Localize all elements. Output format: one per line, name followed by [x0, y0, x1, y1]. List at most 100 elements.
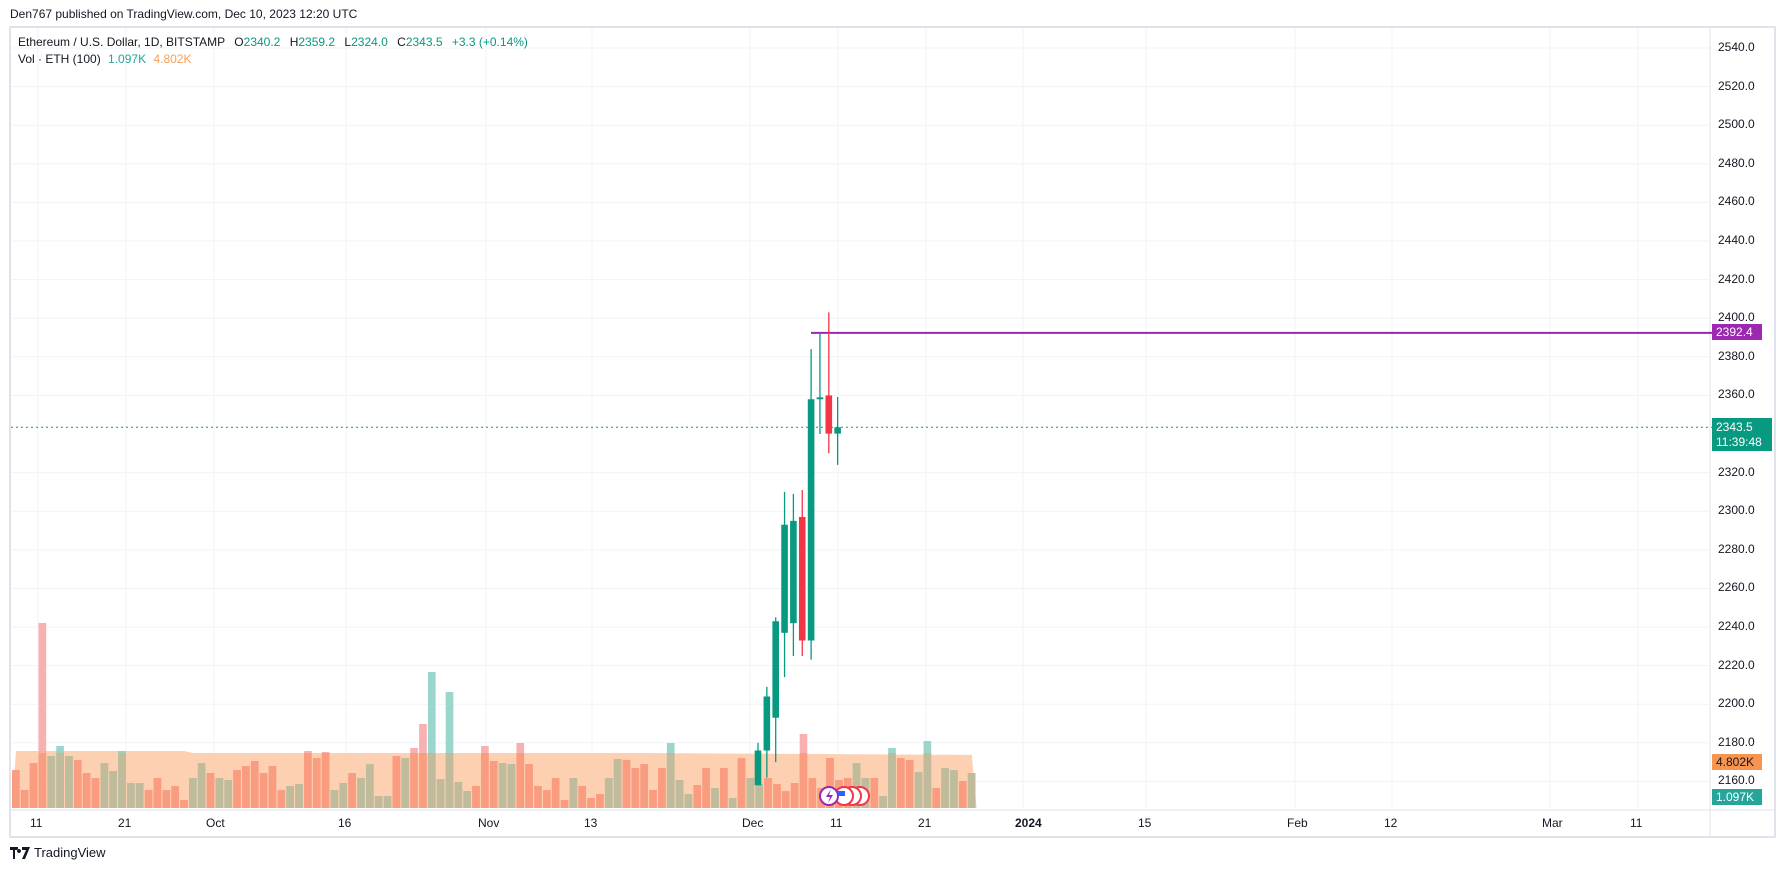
volume-bar-overlap	[932, 788, 941, 808]
candle-body	[825, 395, 833, 434]
candle-body	[834, 427, 841, 434]
volume-bar-overlap	[454, 782, 463, 808]
volume-bar-overlap	[127, 783, 135, 808]
candle-body	[781, 524, 788, 633]
volume-bar-overlap	[189, 778, 197, 808]
volume-bar-overlap	[383, 796, 392, 808]
price-tick-label: 2540.0	[1718, 40, 1755, 54]
volume-bar-overlap	[764, 778, 772, 808]
time-tick-label: 16	[338, 816, 352, 830]
volume-bar-overlap	[109, 771, 117, 808]
price-tick-label: 2180.0	[1718, 734, 1755, 749]
volume-bar-overlap	[374, 796, 383, 808]
volume-bar-overlap	[675, 780, 684, 808]
volume-bar-overlap	[427, 753, 436, 808]
volume-bar-overlap	[259, 773, 268, 808]
chart-frame	[9, 26, 1776, 838]
volume-bar-overlap	[321, 753, 330, 808]
volume-bar	[427, 672, 436, 808]
volume-bar-overlap	[171, 786, 179, 808]
legend-volume-label[interactable]: Vol · ETH (100)	[18, 52, 101, 66]
volume-bar-overlap	[180, 800, 188, 808]
volume-bar-overlap	[56, 753, 64, 808]
volume-bar-overlap	[879, 796, 887, 808]
volume-bar-overlap	[737, 758, 746, 808]
price-tick-label: 2240.0	[1718, 619, 1755, 633]
volume-bar-overlap	[711, 788, 719, 808]
volume-bar-overlap	[826, 758, 834, 808]
countdown-timer: 11:39:48	[1716, 435, 1762, 449]
volume-bar-overlap	[295, 784, 303, 808]
volume-bar-overlap	[684, 794, 693, 808]
volume-bar-overlap	[702, 768, 710, 808]
volume-bar-overlap	[596, 794, 604, 808]
volume-bar-overlap	[569, 778, 578, 808]
volume-bar-overlap	[277, 790, 286, 808]
volume-bar-overlap	[489, 761, 498, 808]
time-tick-label: Feb	[1287, 816, 1308, 830]
time-tick-label: 13	[584, 816, 598, 830]
price-tick-label: 2160.0	[1718, 773, 1755, 788]
price-tick-label: 2360.0	[1718, 387, 1755, 402]
candle-body	[807, 399, 815, 641]
legend-change: +3.3 (+0.14%)	[451, 35, 528, 49]
volume-bar-overlap	[693, 785, 702, 808]
volume-last-tag: 1.097K	[1712, 789, 1762, 805]
volume-bar-overlap	[613, 759, 622, 808]
volume-bar-overlap	[242, 766, 250, 808]
volume-bar-overlap	[215, 778, 224, 808]
volume-bar-overlap	[897, 758, 905, 808]
volume-bar-overlap	[720, 768, 728, 808]
price-tick-label: 2380.0	[1718, 348, 1755, 363]
volume-bar-overlap	[268, 766, 277, 808]
volume-bar-overlap	[604, 778, 613, 808]
volume-bar-overlap	[135, 783, 144, 808]
volume-bar-overlap	[312, 758, 321, 808]
volume-bar-overlap	[410, 753, 418, 808]
legend-symbol[interactable]: Ethereum / U.S. Dollar, 1D, BITSTAMP	[18, 35, 225, 49]
time-tick-label: Dec	[742, 816, 764, 830]
volume-bar-overlap	[12, 770, 20, 808]
price-tick-label: 2480.0	[1718, 155, 1755, 170]
tradingview-logo-icon	[10, 846, 30, 859]
legend-volume-row: Vol · ETH (100) 1.097K 4.802K	[18, 51, 528, 68]
lightning-glyph	[826, 789, 833, 803]
time-tick-label: Mar	[1542, 816, 1563, 830]
volume-bar-overlap	[870, 778, 879, 808]
volume-bar-overlap	[507, 764, 516, 808]
volume-bar-overlap	[348, 773, 356, 808]
volume-bar-overlap	[197, 763, 206, 808]
price-tick-label: 2220.0	[1718, 657, 1755, 672]
volume-bar-overlap	[622, 760, 631, 808]
volume-bar-overlap	[950, 770, 958, 808]
price-tick-label: 2280.0	[1718, 541, 1755, 556]
candle-body	[754, 750, 762, 786]
volume-bar-overlap	[543, 790, 551, 808]
volume-bar-overlap	[47, 756, 56, 808]
volume-bar-overlap	[516, 753, 525, 808]
price-tick-label: 2260.0	[1718, 580, 1755, 595]
chart-legend: Ethereum / U.S. Dollar, 1D, BITSTAMP O23…	[18, 34, 528, 68]
volume-bar-overlap	[224, 780, 233, 808]
volume-bar-overlap	[100, 763, 109, 808]
volume-bar-overlap	[29, 763, 38, 808]
volume-bar-overlap	[445, 753, 454, 808]
candle-body	[790, 520, 797, 624]
time-tick-label: 12	[1384, 816, 1398, 830]
candle-body	[798, 516, 806, 641]
volume-bar-overlap	[773, 784, 781, 808]
time-tick-label: 11	[830, 816, 843, 830]
publish-line: Den767 published on TradingView.com, Dec…	[10, 7, 358, 21]
price-tick-label: 2300.0	[1718, 503, 1755, 518]
volume-bar-overlap	[755, 784, 764, 808]
legend-close: 2343.5	[405, 35, 443, 49]
footer-brand[interactable]: TradingView	[10, 845, 106, 860]
price-tick-label: 2400.0	[1718, 310, 1755, 325]
volume-bar-overlap	[746, 778, 755, 808]
volume-bar-overlap	[728, 798, 737, 808]
time-tick-label: 21	[118, 816, 132, 830]
volume-bar-overlap	[392, 756, 401, 808]
volume-bar-overlap	[233, 770, 241, 808]
legend-volume-value: 1.097K	[108, 52, 147, 66]
